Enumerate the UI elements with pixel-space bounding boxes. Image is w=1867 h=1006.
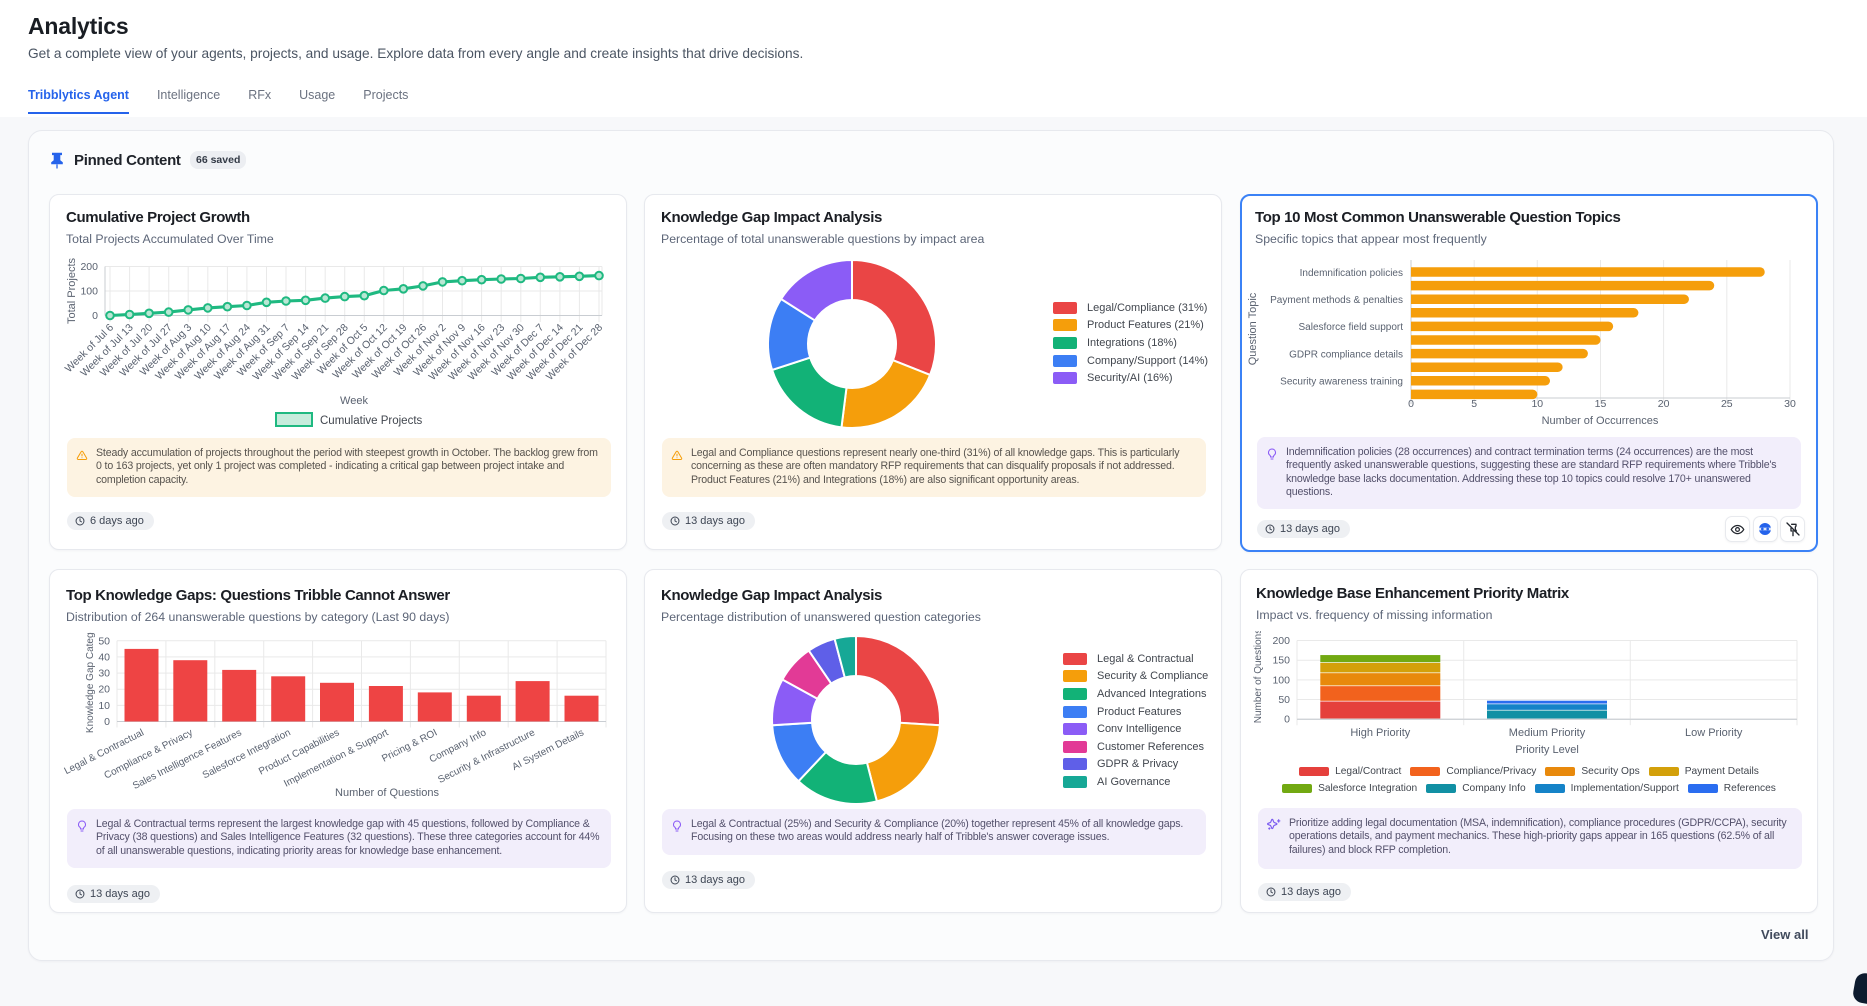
svg-text:0: 0: [92, 310, 98, 322]
svg-text:30: 30: [98, 668, 110, 680]
svg-text:Priority Level: Priority Level: [1515, 744, 1579, 756]
svg-text:Week: Week: [340, 395, 368, 407]
svg-text:Number of Occurrences: Number of Occurrences: [1542, 415, 1659, 427]
svg-text:Payment methods & penalties: Payment methods & penalties: [1270, 295, 1403, 306]
svg-text:Indemnification policies: Indemnification policies: [1300, 268, 1403, 279]
svg-text:5: 5: [1471, 398, 1477, 410]
svg-text:0: 0: [104, 716, 110, 728]
svg-text:100: 100: [80, 286, 98, 298]
svg-text:Low Priority: Low Priority: [1685, 727, 1743, 739]
svg-text:0: 0: [1408, 398, 1414, 410]
svg-text:Knowledge Gap Catego: Knowledge Gap Catego: [85, 632, 96, 733]
svg-text:Security awareness training: Security awareness training: [1280, 377, 1403, 388]
svg-text:Total Projects: Total Projects: [66, 257, 78, 324]
svg-text:50: 50: [1278, 694, 1290, 706]
svg-text:200: 200: [1272, 635, 1290, 647]
svg-text:Product Capabilities: Product Capabilities: [257, 727, 341, 777]
svg-text:40: 40: [98, 651, 110, 663]
svg-text:Cumulative Projects: Cumulative Projects: [320, 415, 423, 427]
svg-text:Question Topic: Question Topic: [1247, 292, 1259, 365]
svg-text:Salesforce Integration: Salesforce Integration: [201, 727, 293, 781]
svg-text:30: 30: [1784, 398, 1796, 410]
svg-text:GDPR compliance details: GDPR compliance details: [1289, 349, 1403, 360]
svg-text:20: 20: [1658, 398, 1670, 410]
svg-text:200: 200: [80, 261, 98, 273]
svg-text:0: 0: [1284, 714, 1290, 726]
svg-text:10: 10: [98, 700, 110, 712]
svg-text:10: 10: [1531, 398, 1543, 410]
svg-text:Legal & Contractual: Legal & Contractual: [63, 727, 146, 777]
svg-text:150: 150: [1272, 655, 1290, 667]
svg-text:Medium Priority: Medium Priority: [1509, 727, 1586, 739]
svg-text:Number of Questions: Number of Questions: [1253, 631, 1264, 723]
svg-text:High Priority: High Priority: [1350, 727, 1410, 739]
svg-text:15: 15: [1595, 398, 1607, 410]
svg-text:50: 50: [98, 635, 110, 647]
svg-text:20: 20: [98, 684, 110, 696]
svg-text:Number of Questions: Number of Questions: [335, 787, 439, 799]
svg-text:Salesforce field support: Salesforce field support: [1298, 322, 1403, 333]
svg-text:100: 100: [1272, 674, 1290, 686]
svg-text:25: 25: [1721, 398, 1733, 410]
